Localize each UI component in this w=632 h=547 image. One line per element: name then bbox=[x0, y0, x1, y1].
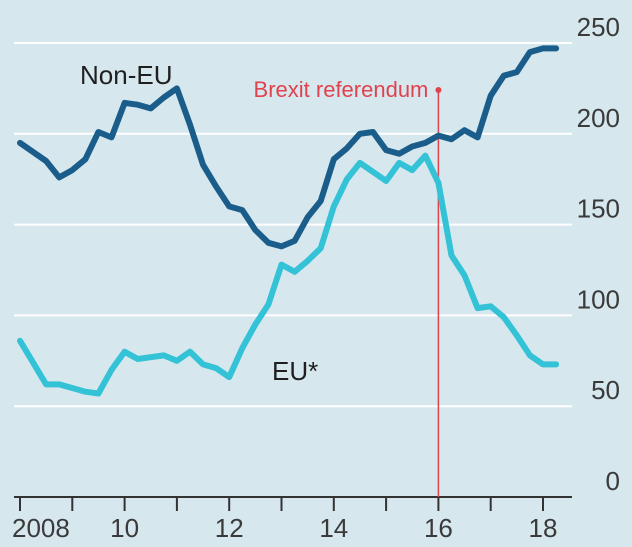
y-tick-label: 150 bbox=[577, 194, 620, 224]
y-axis-labels: 0 50 100 150 200 250 bbox=[577, 12, 620, 496]
annotation-label: Brexit referendum bbox=[254, 77, 429, 102]
x-tick-label: 14 bbox=[319, 513, 348, 543]
y-tick-label: 0 bbox=[606, 466, 620, 496]
series-line-non-eu bbox=[17, 45, 560, 250]
series-label: Non-EU bbox=[80, 60, 172, 90]
x-tick-label: 16 bbox=[424, 513, 453, 543]
y-tick-label: 250 bbox=[577, 12, 620, 42]
series-label: EU* bbox=[272, 356, 318, 386]
y-tick-label: 200 bbox=[577, 103, 620, 133]
y-tick-label: 50 bbox=[591, 375, 620, 405]
annotation-dot bbox=[435, 87, 442, 93]
x-tick-label: 18 bbox=[529, 513, 558, 543]
annotations: Brexit referendum bbox=[254, 77, 442, 497]
series-line-eu bbox=[17, 152, 560, 397]
x-tick-label: 2008 bbox=[12, 513, 70, 543]
x-axis: 2008 10 12 14 16 18 bbox=[12, 496, 572, 543]
series-lines bbox=[17, 45, 560, 397]
x-tick-label: 10 bbox=[110, 513, 139, 543]
series-labels: Non-EU EU* bbox=[80, 60, 318, 386]
x-tick-label: 12 bbox=[215, 513, 244, 543]
y-tick-label: 100 bbox=[577, 284, 620, 314]
